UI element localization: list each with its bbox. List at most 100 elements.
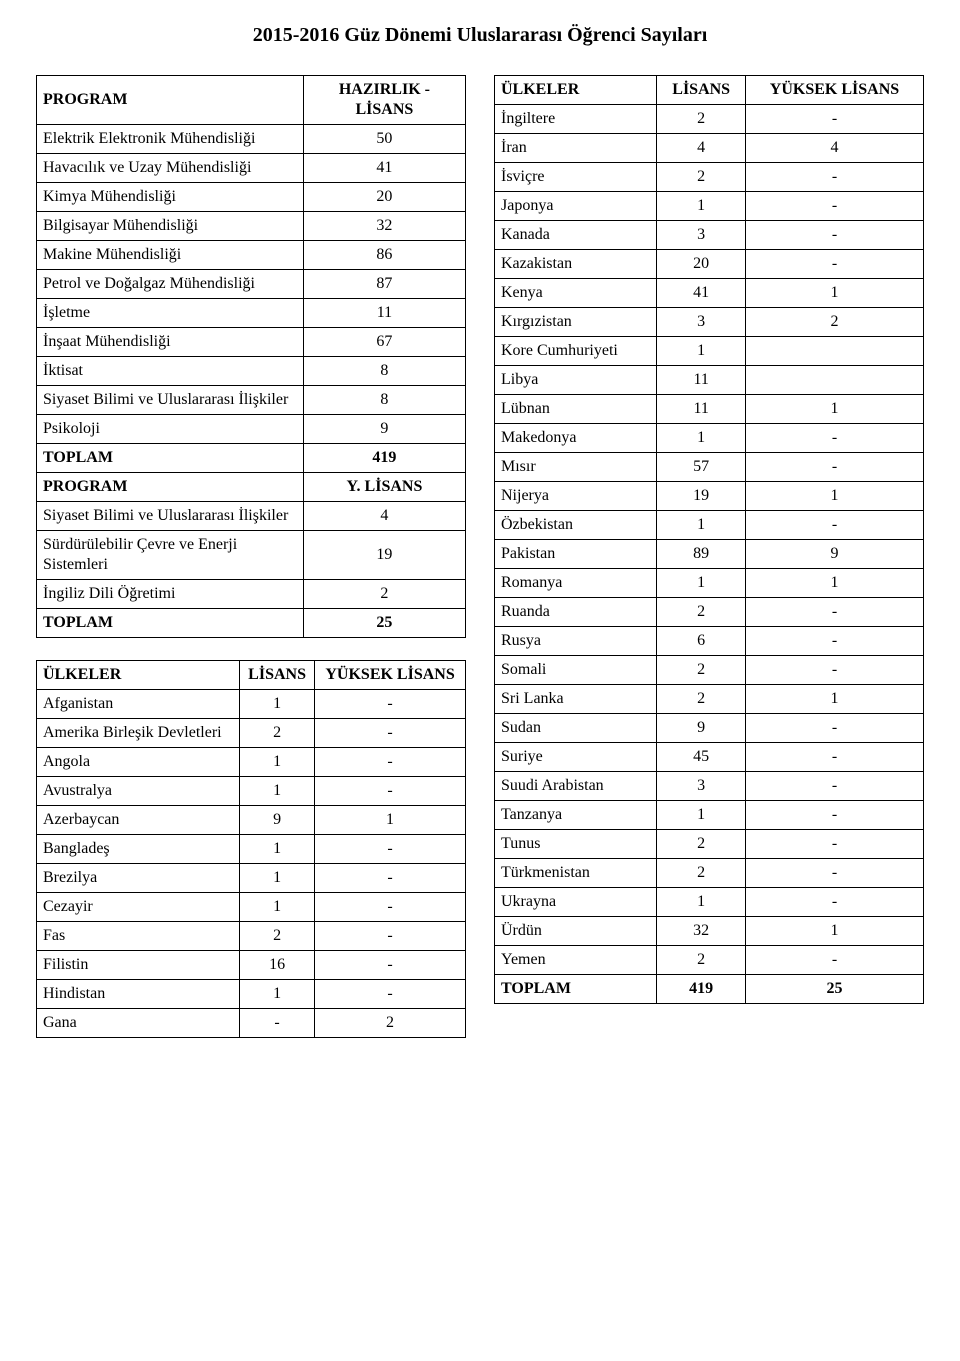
table-total-row: TOPLAM 419 25 (495, 975, 924, 1004)
row-label: Siyaset Bilimi ve Uluslararası İlişkiler (37, 386, 304, 415)
row-label: Tanzanya (495, 801, 657, 830)
ylisans-total-value: 25 (303, 609, 465, 638)
total-label: TOPLAM (495, 975, 657, 1004)
row-value: - (315, 980, 466, 1009)
table-row: Hindistan1- (37, 980, 466, 1009)
row-value: 11 (657, 366, 746, 395)
row-value: - (745, 801, 923, 830)
row-value: 2 (657, 163, 746, 192)
row-label: Makine Mühendisliği (37, 241, 304, 270)
row-value: - (315, 719, 466, 748)
row-label: Japonya (495, 192, 657, 221)
table-row: Kore Cumhuriyeti1 (495, 337, 924, 366)
row-value: 1 (745, 917, 923, 946)
row-label: İsviçre (495, 163, 657, 192)
table-row: Siyaset Bilimi ve Uluslararası İlişkiler… (37, 386, 466, 415)
row-label: Sürdürülebilir Çevre ve Enerji Sistemler… (37, 531, 304, 580)
row-value: 2 (657, 105, 746, 134)
row-label: Azerbaycan (37, 806, 240, 835)
row-value: 8 (303, 357, 465, 386)
row-value: - (315, 922, 466, 951)
row-label: Havacılık ve Uzay Mühendisliği (37, 154, 304, 183)
table-row: Romanya11 (495, 569, 924, 598)
row-label: Kırgızistan (495, 308, 657, 337)
row-value: - (315, 777, 466, 806)
row-value: 4 (745, 134, 923, 163)
row-value: 2 (657, 830, 746, 859)
row-value: - (315, 864, 466, 893)
row-value: 9 (240, 806, 315, 835)
row-value: 1 (657, 192, 746, 221)
table-row: Suudi Arabistan3- (495, 772, 924, 801)
row-value: 41 (657, 279, 746, 308)
row-value: 32 (303, 212, 465, 241)
table-row: İnşaat Mühendisliği67 (37, 328, 466, 357)
left-column: PROGRAM HAZIRLIK - LİSANS Elektrik Elekt… (36, 75, 466, 1060)
row-value: 1 (657, 801, 746, 830)
ylisans-header-row: PROGRAM Y. LİSANS (37, 473, 466, 502)
row-value: 32 (657, 917, 746, 946)
row-value: 11 (657, 395, 746, 424)
row-label: Suudi Arabistan (495, 772, 657, 801)
col-header-lisans: LİSANS (657, 76, 746, 105)
row-value: 2 (303, 580, 465, 609)
row-label: Bangladeş (37, 835, 240, 864)
row-label: Cezayir (37, 893, 240, 922)
row-value: - (745, 714, 923, 743)
row-value: - (745, 627, 923, 656)
row-label: Filistin (37, 951, 240, 980)
row-label: Lübnan (495, 395, 657, 424)
row-value: 50 (303, 125, 465, 154)
row-value: 87 (303, 270, 465, 299)
row-label: İnşaat Mühendisliği (37, 328, 304, 357)
row-value: 57 (657, 453, 746, 482)
row-value: - (745, 424, 923, 453)
row-value: 1 (745, 685, 923, 714)
row-value: 2 (657, 859, 746, 888)
row-value (745, 366, 923, 395)
row-value: 1 (240, 777, 315, 806)
row-label: Ukrayna (495, 888, 657, 917)
row-label: Elektrik Elektronik Mühendisliği (37, 125, 304, 154)
table-row: Kazakistan20- (495, 250, 924, 279)
table-row: Ukrayna1- (495, 888, 924, 917)
row-value: 3 (657, 221, 746, 250)
row-value: 2 (240, 922, 315, 951)
table-row: Suriye45- (495, 743, 924, 772)
two-column-layout: PROGRAM HAZIRLIK - LİSANS Elektrik Elekt… (36, 75, 924, 1060)
row-value: 2 (657, 598, 746, 627)
row-label: Kimya Mühendisliği (37, 183, 304, 212)
row-value: - (745, 743, 923, 772)
row-value: 19 (657, 482, 746, 511)
row-label: Ürdün (495, 917, 657, 946)
ylisans-header-value: Y. LİSANS (303, 473, 465, 502)
row-label: Sri Lanka (495, 685, 657, 714)
row-value: 3 (657, 772, 746, 801)
row-value: 20 (303, 183, 465, 212)
row-value: 67 (303, 328, 465, 357)
row-label: Rusya (495, 627, 657, 656)
col-header-program: PROGRAM (37, 76, 304, 125)
row-label: Kazakistan (495, 250, 657, 279)
row-value: - (745, 830, 923, 859)
col-header-hazirlik: HAZIRLIK - LİSANS (303, 76, 465, 125)
row-label: Kore Cumhuriyeti (495, 337, 657, 366)
col-header-yuksek-lisans: YÜKSEK LİSANS (745, 76, 923, 105)
table-row: Özbekistan1- (495, 511, 924, 540)
right-countries-table: ÜLKELER LİSANS YÜKSEK LİSANS İngiltere2-… (494, 75, 924, 1004)
table-header-row: PROGRAM HAZIRLIK - LİSANS (37, 76, 466, 125)
row-value: 1 (240, 690, 315, 719)
table-row: Rusya6- (495, 627, 924, 656)
row-label: Romanya (495, 569, 657, 598)
table-row: Petrol ve Doğalgaz Mühendisliği87 (37, 270, 466, 299)
row-value: 1 (745, 279, 923, 308)
row-value: 9 (303, 415, 465, 444)
row-value: 1 (657, 511, 746, 540)
row-label: Avustralya (37, 777, 240, 806)
table-row: Avustralya1- (37, 777, 466, 806)
table-row: Fas2- (37, 922, 466, 951)
row-value (745, 337, 923, 366)
ylisans-total-row: TOPLAM 25 (37, 609, 466, 638)
row-value: 2 (315, 1009, 466, 1038)
page-title: 2015-2016 Güz Dönemi Uluslararası Öğrenc… (36, 24, 924, 47)
